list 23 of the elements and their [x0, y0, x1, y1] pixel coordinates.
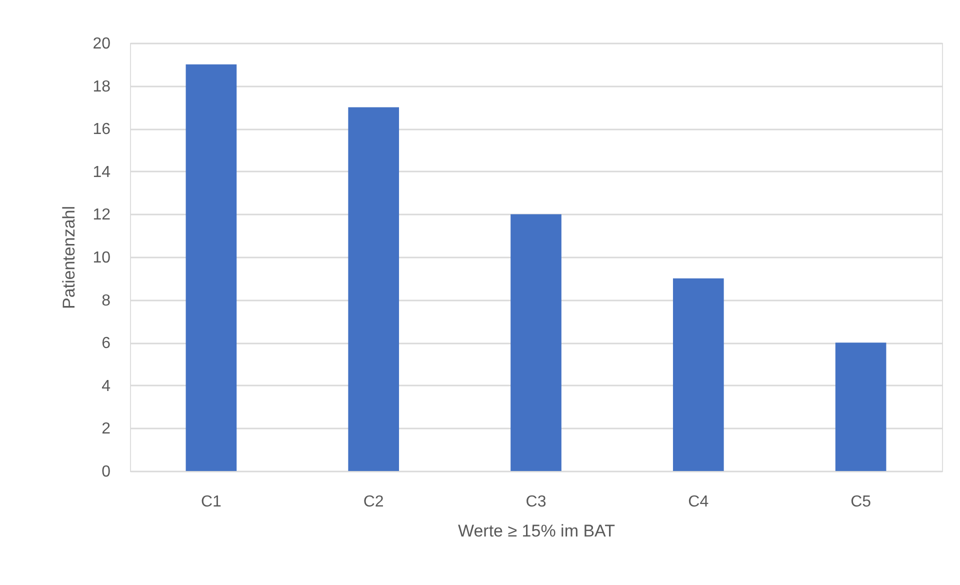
y-tick-label: 2: [102, 420, 111, 438]
y-tick-label: 6: [102, 335, 111, 352]
y-tick-label: 4: [102, 378, 111, 395]
y-tick-label: 18: [92, 78, 111, 96]
x-tick-label: C4: [688, 494, 709, 510]
y-tick-label: 10: [92, 250, 111, 266]
x-tick-label: C1: [200, 494, 222, 510]
x-tick-label: C2: [363, 494, 384, 510]
bar: [186, 64, 237, 471]
y-axis-title: Patientenzahl: [60, 206, 79, 310]
y-tick-label: 8: [102, 292, 111, 310]
bar: [835, 342, 886, 471]
y-tick-label: 14: [92, 164, 111, 181]
y-tick-label: 20: [92, 36, 111, 52]
y-tick-label: 12: [92, 206, 111, 224]
y-tick-label: 0: [102, 464, 111, 480]
bar: [672, 278, 724, 471]
y-tick-label: 16: [92, 121, 111, 138]
x-tick-label: C5: [850, 494, 872, 510]
bar: [348, 107, 400, 471]
x-tick-label: C3: [526, 494, 546, 510]
bar: [510, 214, 562, 471]
x-axis-title: Werte ≥ 15% im BAT: [458, 522, 616, 540]
